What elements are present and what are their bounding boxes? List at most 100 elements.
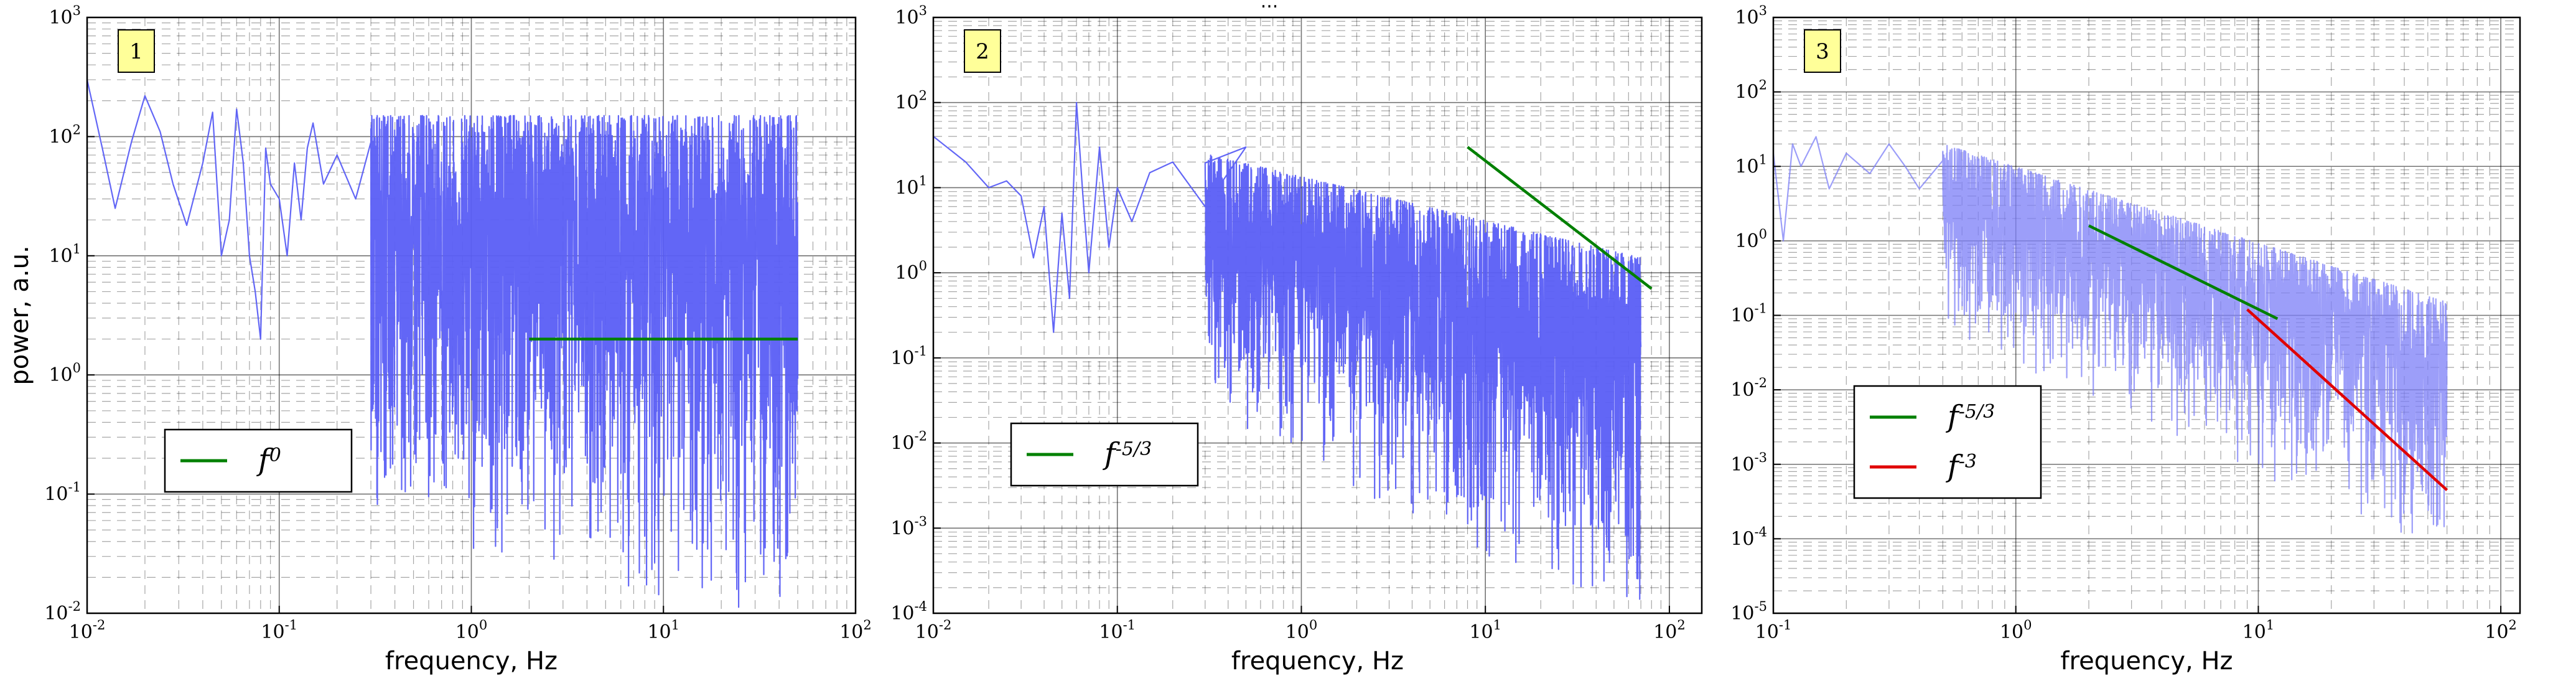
panel-number: 2 [976,39,989,64]
y-tick-label-base: 10 [895,7,918,29]
x-tick-label-base: 10 [2242,621,2266,643]
y-tick-label: 10-5 [1730,599,1767,624]
y-tick-label-exp: 2 [919,88,927,103]
x-tick-label-base: 10 [2000,621,2023,643]
x-tick-label-base: 10 [1755,621,1779,643]
legend-box [1853,385,2042,499]
legend: f0 [164,428,353,493]
x-tick-label-exp: 2 [2509,618,2517,633]
panel-1: 10-2 10-1 100 101 10210-210-1100101102103fre… [6,3,872,676]
y-tick-label-base: 10 [49,7,72,29]
y-tick-label: 102 [1735,78,1767,103]
y-tick-label: 10-4 [1730,524,1767,550]
y-tick-label-exp: -3 [915,514,927,529]
y-tick-label: 10-3 [890,514,927,539]
legend-entry: f0 [256,443,281,478]
y-tick-label: 10-2 [44,599,81,624]
x-tick-label-base: 10 [1469,621,1493,643]
x-tick-label: 100 [455,618,488,643]
y-tick-label: 102 [895,88,927,114]
y-tick-label-exp: -4 [915,599,927,614]
x-axis-label: frequency, Hz [2060,647,2233,676]
y-tick-label-exp: 3 [919,3,927,18]
y-tick-label-exp: -3 [1755,450,1767,465]
y-tick-label: 10-2 [890,429,927,454]
legend-box [1010,422,1199,487]
y-tick-label-exp: 1 [919,173,927,188]
y-tick-label: 101 [49,242,81,267]
x-tick-label-base: 10 [2485,621,2508,643]
y-tick-label: 10-1 [890,344,927,369]
x-tick-label: 102 [2485,618,2517,643]
y-tick-label-base: 10 [49,364,72,386]
y-tick-label-base: 10 [49,245,72,267]
plot-data [933,101,1653,600]
x-tick-label: 100 [1286,618,1318,643]
x-tick-label-base: 10 [69,621,93,643]
panel-number: 3 [1816,39,1829,64]
x-tick-label-base: 10 [261,621,284,643]
y-tick-label-base: 10 [890,347,914,369]
x-tick-label-base: 10 [1286,621,1309,643]
x-tick-label-exp: -2 [939,618,951,633]
x-tick-label-exp: -1 [1779,618,1791,633]
panel-number: 1 [129,39,143,64]
y-tick-label-base: 10 [895,92,918,114]
x-tick-label: 101 [1469,618,1501,643]
legend-entry-exp: -5/3 [1116,438,1152,460]
x-tick-label: 10-2 [915,618,952,643]
y-tick-label-exp: -1 [68,480,81,495]
y-tick-label-exp: 3 [73,3,81,18]
fit-line-2 [2246,308,2448,491]
y-tick-label-base: 10 [1730,528,1754,550]
y-tick-label-base: 10 [890,517,914,539]
legend-entry-exp: 0 [269,445,281,466]
x-tick-label-exp: 2 [863,618,871,633]
x-tick-label: 10-1 [1755,618,1792,643]
legend-entry-exp: -3 [1959,451,1977,473]
x-tick-label-base: 10 [915,621,939,643]
y-tick-label-exp: 1 [73,242,81,257]
y-tick-label-exp: 2 [73,122,81,137]
y-tick-label-base: 10 [1730,305,1754,327]
y-tick-label: 102 [49,122,81,148]
y-tick-label-exp: 0 [919,258,927,273]
y-tick-label-exp: 3 [1759,3,1767,18]
y-tick-label: 10-1 [1730,301,1767,327]
y-tick-label: 10-3 [1730,450,1767,476]
legend-entry: f-5/3 [1946,399,1995,434]
y-tick-label: 101 [1735,152,1767,177]
panel-3: 10-1 100 101 10210-510-410-310-210-11001011… [1730,3,2521,676]
power-spectrum-line [1773,136,2448,534]
y-tick-label: 103 [49,3,81,29]
legend: f-5/3f-3 [1853,385,2042,499]
panel-2: 10-2 10-1 100 101 10210-410-310-210-11001011… [890,3,1703,676]
y-tick-label: 101 [895,173,927,199]
x-tick-label-exp: 1 [671,618,679,633]
y-tick-label-base: 10 [1730,603,1754,624]
x-tick-label-base: 10 [647,621,671,643]
fit-line-1 [1467,146,1653,290]
plot-data [1773,136,2448,534]
panel-number-badge [118,29,155,73]
x-tick-label-exp: 2 [1677,618,1685,633]
y-tick-label-base: 10 [890,603,914,624]
panel-number-badge [964,29,1001,73]
x-tick-label-base: 10 [1099,621,1122,643]
legend-entry-exp: -5/3 [1959,401,1995,423]
y-tick-label: 100 [895,258,927,284]
y-tick-label: 10-2 [1730,375,1767,401]
x-tick-label-exp: -1 [285,618,297,633]
y-tick-label-base: 10 [895,262,918,284]
power-spectrum-line [933,101,1642,600]
y-tick-label-base: 10 [890,433,914,454]
y-tick-label: 100 [49,360,81,386]
y-tick-label-base: 10 [44,603,68,624]
y-tick-label-exp: 0 [1759,227,1767,242]
x-tick-label-exp: 0 [1309,618,1317,633]
fit-line-1 [2088,224,2279,320]
y-tick-label-base: 10 [1730,379,1754,401]
x-tick-label-base: 10 [1653,621,1677,643]
y-tick-label: 100 [1735,227,1767,252]
